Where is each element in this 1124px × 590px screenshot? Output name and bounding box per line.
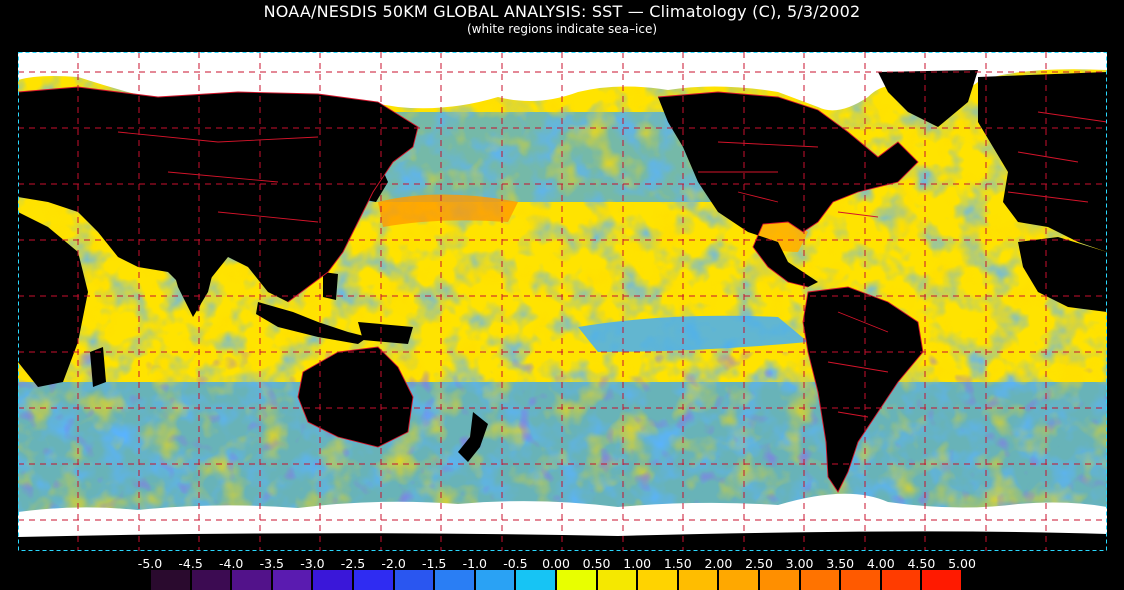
- colorbar-swatch: [394, 570, 434, 590]
- colorbar-tick-label: -2.0: [381, 556, 406, 571]
- south-america: [803, 287, 923, 492]
- new-zealand: [458, 412, 488, 462]
- colorbar-swatch: [475, 570, 515, 590]
- colorbar-tick-label: -4.0: [218, 556, 244, 571]
- colorbar-swatch: [881, 570, 921, 590]
- colorbar-swatch: [719, 570, 758, 590]
- new-guinea: [358, 322, 413, 344]
- alaska-left-edge: [18, 112, 48, 162]
- colorbar-tick-label: 2.50: [745, 556, 773, 571]
- colorbar-tick-label: 5.00: [948, 556, 976, 571]
- colorbar-tick-label: -5.0: [137, 556, 163, 571]
- colorbar-swatch: [191, 570, 231, 590]
- colorbar-swatch: [272, 570, 312, 590]
- colorbar-tick-label: -3.5: [259, 556, 284, 571]
- colorbar-labels: -5.0 -4.5 -4.0 -3.5 -3.0 -2.5 -2.0 -1.5 -1.0 -0.5…: [0, 556, 1124, 571]
- colorbar-swatch: [232, 570, 271, 590]
- colorbar-swatch: [841, 570, 880, 590]
- colorbar: [0, 570, 1124, 590]
- africa: [1018, 237, 1107, 312]
- colorbar-swatch: [597, 570, 637, 590]
- india: [168, 252, 218, 317]
- colorbar-swatch: [638, 570, 677, 590]
- north-america: [658, 92, 918, 287]
- japan: [366, 164, 388, 202]
- madagascar: [90, 347, 106, 387]
- colorbar-swatch: [313, 570, 352, 590]
- colorbar-swatch: [678, 570, 718, 590]
- colorbar-swatch: [516, 570, 555, 590]
- colorbar-tick-label: -1.5: [421, 556, 447, 571]
- colorbar-swatch: [922, 570, 961, 590]
- country-borders: [18, 86, 1107, 493]
- eurasia: [18, 87, 418, 312]
- continents: [18, 70, 1107, 551]
- map-frame: [18, 52, 1107, 551]
- australia: [298, 347, 413, 447]
- colorbar-tick-label: 4.50: [907, 556, 936, 571]
- kuroshio-warm-anomaly: [378, 194, 518, 227]
- colorbar-tick-label: 3.50: [826, 556, 855, 571]
- map-subtitle: (white regions indicate sea–ice): [466, 22, 658, 36]
- colorbar-tick-label: 4.00: [866, 556, 895, 571]
- indonesia: [256, 302, 368, 344]
- colorbar-swatch: [557, 570, 596, 590]
- map-title: NOAA/NESDIS 50KM GLOBAL ANALYSIS: SST — …: [263, 2, 861, 21]
- colorbar-swatch: [354, 570, 393, 590]
- equatorial-cold-tongue: [578, 315, 808, 352]
- sst-anomaly-map: [18, 52, 1107, 551]
- colorbar-swatch: [151, 570, 190, 590]
- colorbar-tick-label: -2.5: [340, 556, 366, 571]
- colorbar-swatch: [435, 570, 474, 590]
- colorbar-tick-label: 1.00: [623, 556, 652, 571]
- colorbar-tick-label: 0.50: [582, 556, 611, 571]
- greenland: [878, 70, 978, 127]
- colorbar-swatch: [800, 570, 840, 590]
- colorbar-tick-label: 1.50: [663, 556, 692, 571]
- colorbar-tick-label: -3.0: [300, 556, 325, 571]
- colorbar-swatch: [760, 570, 799, 590]
- colorbar-tick-label: -0.5: [503, 556, 528, 571]
- africa-south: [18, 212, 88, 387]
- colorbar-tick-label: -1.0: [462, 556, 487, 571]
- colorbar-tick-label: -4.5: [178, 556, 203, 571]
- colorbar-tick-label: 0.00: [542, 556, 570, 571]
- colorbar-tick-label: 3.00: [785, 556, 814, 571]
- philippines: [323, 272, 338, 300]
- colorbar-tick-label: 2.00: [704, 556, 733, 571]
- lat-lon-grid: [18, 52, 1107, 551]
